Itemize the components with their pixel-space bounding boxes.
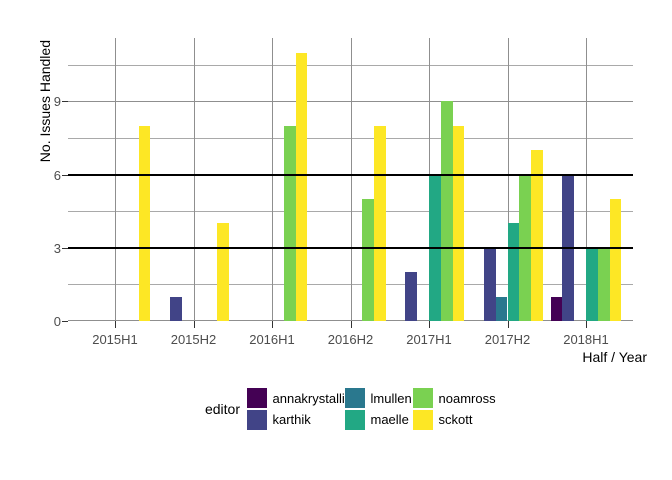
x-axis-tick-2016H1 (272, 321, 273, 328)
legend-label-sckott: sckott (438, 412, 473, 427)
x-axis-tick-2017H1 (429, 321, 430, 328)
bar-sckott-2015H2 (217, 223, 229, 321)
y-axis-label-6: 6 (53, 167, 61, 183)
reference-line-y6 (68, 173, 633, 176)
chart-panel (68, 38, 633, 321)
legend-key-noamross (413, 388, 433, 408)
legend-title: editor (204, 401, 240, 417)
bar-sckott-2016H2 (374, 125, 386, 321)
y-axis-tick-6 (62, 174, 68, 176)
legend-key-sckott (413, 409, 433, 430)
bar-noamross-2017H1 (440, 101, 453, 321)
bar-sckott-2017H1 (452, 125, 465, 321)
x-axis-tick-2018H1 (586, 321, 587, 328)
bar-karthik-2015H2 (169, 296, 182, 321)
x-axis-label-2017H1: 2017H1 (406, 332, 452, 347)
legend-key-karthik (247, 409, 267, 430)
legend-key-lmullen (345, 388, 365, 408)
gridline-major-x-2018H1 (586, 38, 587, 321)
x-axis-label-2016H1: 2016H1 (249, 332, 295, 347)
bar-karthik-2017H2 (483, 247, 496, 321)
x-axis-title: Half / Year (582, 349, 647, 365)
y-axis-label-9: 9 (53, 94, 61, 110)
bar-annakrystalli-2018H1 (550, 296, 563, 321)
legend-key-annakrystalli (247, 388, 267, 408)
x-axis-tick-2015H2 (193, 321, 195, 328)
y-axis-tick-0 (62, 321, 68, 322)
bar-karthik-2017H1 (405, 272, 418, 321)
x-axis-tick-2017H2 (507, 321, 509, 328)
bar-sckott-2015H1 (138, 125, 151, 321)
gridline-major-x-2017H2 (507, 38, 509, 321)
bar-noamross-2016H2 (362, 199, 375, 321)
gridline-major-x-2015H2 (193, 38, 195, 321)
bar-sckott-2018H1 (609, 199, 622, 321)
x-axis-label-2018H1: 2018H1 (563, 332, 609, 347)
legend-label-lmullen: lmullen (370, 390, 412, 406)
y-axis-tick-9 (62, 101, 68, 103)
legend-label-noamross: noamross (438, 390, 496, 406)
bar-sckott-2017H2 (531, 150, 543, 321)
bar-maelle-2018H1 (586, 247, 598, 321)
bar-maelle-2017H2 (507, 223, 520, 321)
bar-sckott-2016H1 (295, 52, 308, 321)
bar-noamross-2016H1 (283, 125, 296, 321)
legend-key-maelle (345, 409, 365, 430)
x-axis-label-2017H2: 2017H2 (484, 332, 531, 347)
legend-label-annakrystalli: annakrystalli (272, 390, 345, 406)
legend-label-karthik: karthik (272, 412, 311, 427)
gridline-major-x-2016H2 (350, 38, 352, 321)
y-axis-label-3: 3 (53, 240, 61, 256)
bar-noamross-2018H1 (597, 247, 610, 321)
x-axis-label-2015H1: 2015H1 (92, 332, 138, 347)
gridline-major-x-2015H1 (115, 38, 116, 321)
y-axis-tick-3 (62, 247, 68, 249)
x-axis-label-2016H2: 2016H2 (327, 332, 374, 347)
gridline-major-x-2016H1 (272, 38, 273, 321)
x-axis-tick-2015H1 (115, 321, 116, 328)
x-axis-tick-2016H2 (350, 321, 352, 328)
y-axis-label-0: 0 (53, 314, 61, 329)
bar-lmullen-2017H2 (495, 296, 508, 321)
reference-line-y3 (68, 246, 633, 249)
x-axis-label-2015H2: 2015H2 (170, 332, 217, 347)
legend-label-maelle: maelle (370, 412, 409, 427)
